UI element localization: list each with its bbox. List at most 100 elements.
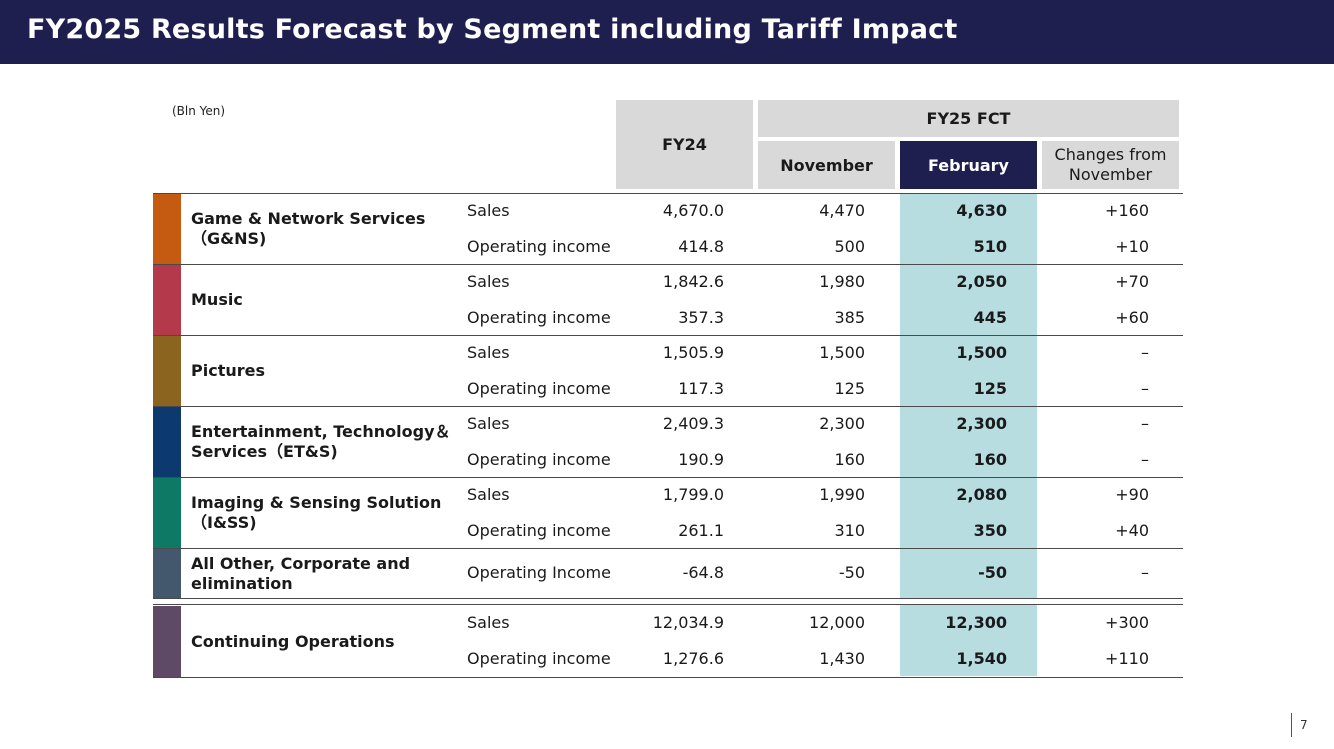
- metric-label: Operating income: [467, 649, 611, 668]
- value-february: 4,630: [956, 201, 1007, 220]
- table-top-rule: [153, 193, 1183, 194]
- segment-divider: [153, 477, 1183, 478]
- value-november: -50: [838, 563, 865, 582]
- segment-color-bar: [153, 478, 181, 548]
- value-change: +40: [1115, 521, 1149, 540]
- february-highlight-column: [900, 194, 1037, 676]
- segment-color-bar: [153, 336, 181, 406]
- metric-label: Sales: [467, 272, 510, 291]
- value-change: +160: [1105, 201, 1149, 220]
- value-fy24: 1,799.0: [662, 485, 724, 504]
- metric-label: Sales: [467, 414, 510, 433]
- segment-name: Entertainment, Technology＆ Services（ET&S…: [191, 422, 451, 461]
- value-february: 125: [973, 379, 1007, 398]
- value-fy24: 2,409.3: [662, 414, 724, 433]
- segment-divider: [153, 406, 1183, 407]
- segment-name: All Other, Corporate and elimination: [191, 553, 411, 593]
- value-november: 310: [834, 521, 865, 540]
- value-february: -50: [978, 563, 1007, 582]
- col-header-february-label: February: [928, 155, 1009, 175]
- value-february: 445: [973, 308, 1007, 327]
- segment-divider: [153, 598, 1183, 599]
- value-fy24: 1,276.6: [662, 649, 724, 668]
- value-change: +90: [1115, 485, 1149, 504]
- metric-label: Operating income: [467, 237, 611, 256]
- value-november: 160: [834, 450, 865, 469]
- col-header-changes-label: Changes from November: [1054, 145, 1167, 184]
- col-header-fy24-label: FY24: [662, 135, 707, 154]
- metric-label: Operating income: [467, 379, 611, 398]
- segment-color-bar: [153, 549, 181, 598]
- col-header-changes: Changes from November: [1042, 141, 1179, 189]
- value-february: 160: [973, 450, 1007, 469]
- value-february: 1,540: [956, 649, 1007, 668]
- value-change: +10: [1115, 237, 1149, 256]
- value-change: +70: [1115, 272, 1149, 291]
- value-february: 2,050: [956, 272, 1007, 291]
- metric-label: Operating income: [467, 450, 611, 469]
- value-fy24: 117.3: [678, 379, 724, 398]
- value-november: 1,990: [819, 485, 865, 504]
- value-november: 1,980: [819, 272, 865, 291]
- metric-label: Operating Income: [467, 563, 611, 582]
- value-change: –: [1141, 563, 1149, 582]
- total-top-rule: [153, 604, 1183, 605]
- segment-divider: [153, 264, 1183, 265]
- value-change: +110: [1105, 649, 1149, 668]
- segment-color-bar: [153, 194, 181, 264]
- segment-name: Game & Network Services（G&NS): [191, 209, 426, 248]
- page-number: 7: [1300, 718, 1308, 732]
- header-bar: [0, 0, 1334, 64]
- metric-label: Sales: [467, 201, 510, 220]
- col-header-fy25-fct: FY25 FCT: [758, 100, 1179, 137]
- col-header-february: February: [900, 141, 1037, 189]
- value-february: 510: [973, 237, 1007, 256]
- metric-label: Sales: [467, 613, 510, 632]
- value-fy24: 261.1: [678, 521, 724, 540]
- metric-label: Sales: [467, 343, 510, 362]
- segment-divider: [153, 335, 1183, 336]
- segment-color-bar: [153, 265, 181, 335]
- value-november: 2,300: [819, 414, 865, 433]
- value-february: 350: [973, 521, 1007, 540]
- value-change: +60: [1115, 308, 1149, 327]
- table-bottom-rule: [153, 677, 1183, 678]
- value-fy24: 12,034.9: [652, 613, 724, 632]
- value-fy24: 1,842.6: [662, 272, 724, 291]
- segment-name: Music: [191, 290, 243, 309]
- value-february: 1,500: [956, 343, 1007, 362]
- value-fy24: 4,670.0: [662, 201, 724, 220]
- value-november: 1,500: [819, 343, 865, 362]
- value-february: 12,300: [945, 613, 1007, 632]
- value-change: –: [1141, 414, 1149, 433]
- value-november: 12,000: [809, 613, 865, 632]
- segment-color-bar: [153, 606, 181, 677]
- value-change: +300: [1105, 613, 1149, 632]
- value-november: 4,470: [819, 201, 865, 220]
- value-change: –: [1141, 450, 1149, 469]
- col-header-fy24: FY24: [616, 100, 753, 189]
- value-november: 385: [834, 308, 865, 327]
- value-february: 2,300: [956, 414, 1007, 433]
- metric-label: Sales: [467, 485, 510, 504]
- february-highlight-lower: [900, 605, 1037, 676]
- col-header-november-label: November: [780, 155, 873, 175]
- page-title: FY2025 Results Forecast by Segment inclu…: [27, 14, 958, 45]
- segment-color-bar: [153, 407, 181, 477]
- value-february: 2,080: [956, 485, 1007, 504]
- value-fy24: 357.3: [678, 308, 724, 327]
- col-header-november: November: [758, 141, 895, 189]
- metric-label: Operating income: [467, 308, 611, 327]
- segment-name: Continuing Operations: [191, 631, 395, 651]
- value-november: 500: [834, 237, 865, 256]
- metric-label: Operating income: [467, 521, 611, 540]
- value-fy24: -64.8: [682, 563, 724, 582]
- value-change: –: [1141, 343, 1149, 362]
- value-fy24: 1,505.9: [662, 343, 724, 362]
- february-highlight-upper: [900, 194, 1037, 598]
- value-fy24: 190.9: [678, 450, 724, 469]
- segment-name: Pictures: [191, 361, 265, 380]
- segment-name: Imaging & Sensing Solution（I&SS): [191, 493, 442, 532]
- value-change: –: [1141, 379, 1149, 398]
- segment-divider: [153, 548, 1183, 549]
